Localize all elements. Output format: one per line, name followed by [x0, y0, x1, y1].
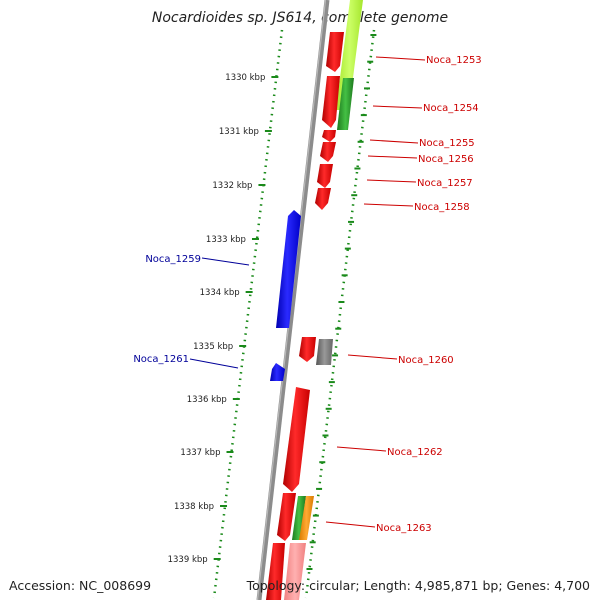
- gene-label-noca-1254[interactable]: Noca_1254: [423, 103, 479, 114]
- kbp-label: 1333 kbp: [206, 235, 246, 245]
- gene-leader-line: [369, 139, 419, 144]
- kbp-label: 1336 kbp: [187, 395, 227, 405]
- accession-text: Accession: NC_008699: [9, 578, 152, 593]
- gene-label-noca-1255[interactable]: Noca_1255: [419, 138, 475, 149]
- kbp-label: 1339 kbp: [168, 555, 208, 565]
- rna-gray-feature: [316, 339, 333, 365]
- kbp-label: 1334 kbp: [200, 288, 240, 298]
- gene-leader-line: [336, 446, 387, 452]
- cds-noca-1254: [322, 76, 340, 128]
- kbp-label: 1331 kbp: [219, 127, 259, 137]
- gene-leader-line: [372, 105, 423, 109]
- gene-leader-line: [325, 521, 376, 528]
- cds-noca-1261: [270, 363, 285, 381]
- cds-next-gene: [266, 543, 285, 600]
- cds-noca-1258: [315, 188, 331, 210]
- kbp-label: 1337 kbp: [180, 448, 220, 458]
- gene-label-noca-1256[interactable]: Noca_1256: [418, 154, 474, 165]
- gene-label-noca-1258[interactable]: Noca_1258: [414, 202, 470, 213]
- gene-label-noca-1260[interactable]: Noca_1260: [398, 355, 454, 366]
- gene-leader-line: [363, 203, 414, 207]
- genome-backbone: [256, 0, 330, 600]
- cds-noca-1260: [299, 337, 316, 362]
- kbp-label: 1335 kbp: [193, 342, 233, 352]
- cds-noca-1255: [322, 130, 336, 142]
- cds-noca-1256: [320, 142, 336, 162]
- map-title: Nocardioides sp. JS614, complete genome: [152, 10, 448, 26]
- gene-leader-line: [347, 354, 398, 360]
- cds-noca-1257: [317, 164, 333, 188]
- gene-leader-line: [375, 56, 426, 61]
- cds-noca-1259: [276, 210, 301, 328]
- gene-label-noca-1259[interactable]: Noca_1259: [145, 254, 201, 265]
- kbp-label: 1332 kbp: [212, 181, 252, 191]
- misc-feature-pink: [284, 543, 306, 600]
- misc-feature-orange: [299, 496, 314, 540]
- cds-noca-1263: [277, 493, 296, 541]
- kbp-label: 1338 kbp: [174, 502, 214, 512]
- kbp-label: 1330 kbp: [225, 73, 265, 83]
- misc-feature-green-2: [292, 496, 306, 540]
- inner-dotted-track: [212, 29, 284, 599]
- gene-label-noca-1261[interactable]: Noca_1261: [133, 354, 189, 365]
- gene-leader-line: [367, 155, 418, 159]
- gene-leader-line: [201, 257, 250, 266]
- misc-feature-green: [337, 78, 354, 130]
- outer-dotted-track: [304, 29, 376, 599]
- gene-label-noca-1262[interactable]: Noca_1262: [387, 447, 443, 458]
- gene-label-noca-1257[interactable]: Noca_1257: [417, 178, 473, 189]
- kbp-ruler: 1330 kbp 1331 kbp 1332 kbp 1333 kbp 1334 kbp…: [168, 34, 377, 570]
- gene-leader-line: [189, 358, 239, 369]
- gene-leader-line: [366, 179, 417, 183]
- cds-noca-1262: [283, 387, 310, 492]
- gene-label-noca-1253[interactable]: Noca_1253: [426, 55, 482, 66]
- gene-label-noca-1263[interactable]: Noca_1263: [376, 523, 432, 534]
- topology-text: Topology: circular; Length: 4,985,871 bp…: [246, 578, 590, 593]
- cds-noca-1253: [326, 32, 344, 72]
